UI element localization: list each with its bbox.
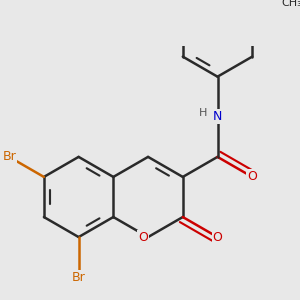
Text: O: O — [138, 231, 148, 244]
Text: Br: Br — [72, 271, 86, 284]
Text: H: H — [199, 108, 207, 118]
Text: O: O — [247, 170, 257, 183]
Text: N: N — [213, 110, 222, 123]
Text: CH₃: CH₃ — [281, 0, 300, 8]
Text: Br: Br — [2, 150, 16, 164]
Text: O: O — [213, 231, 222, 244]
